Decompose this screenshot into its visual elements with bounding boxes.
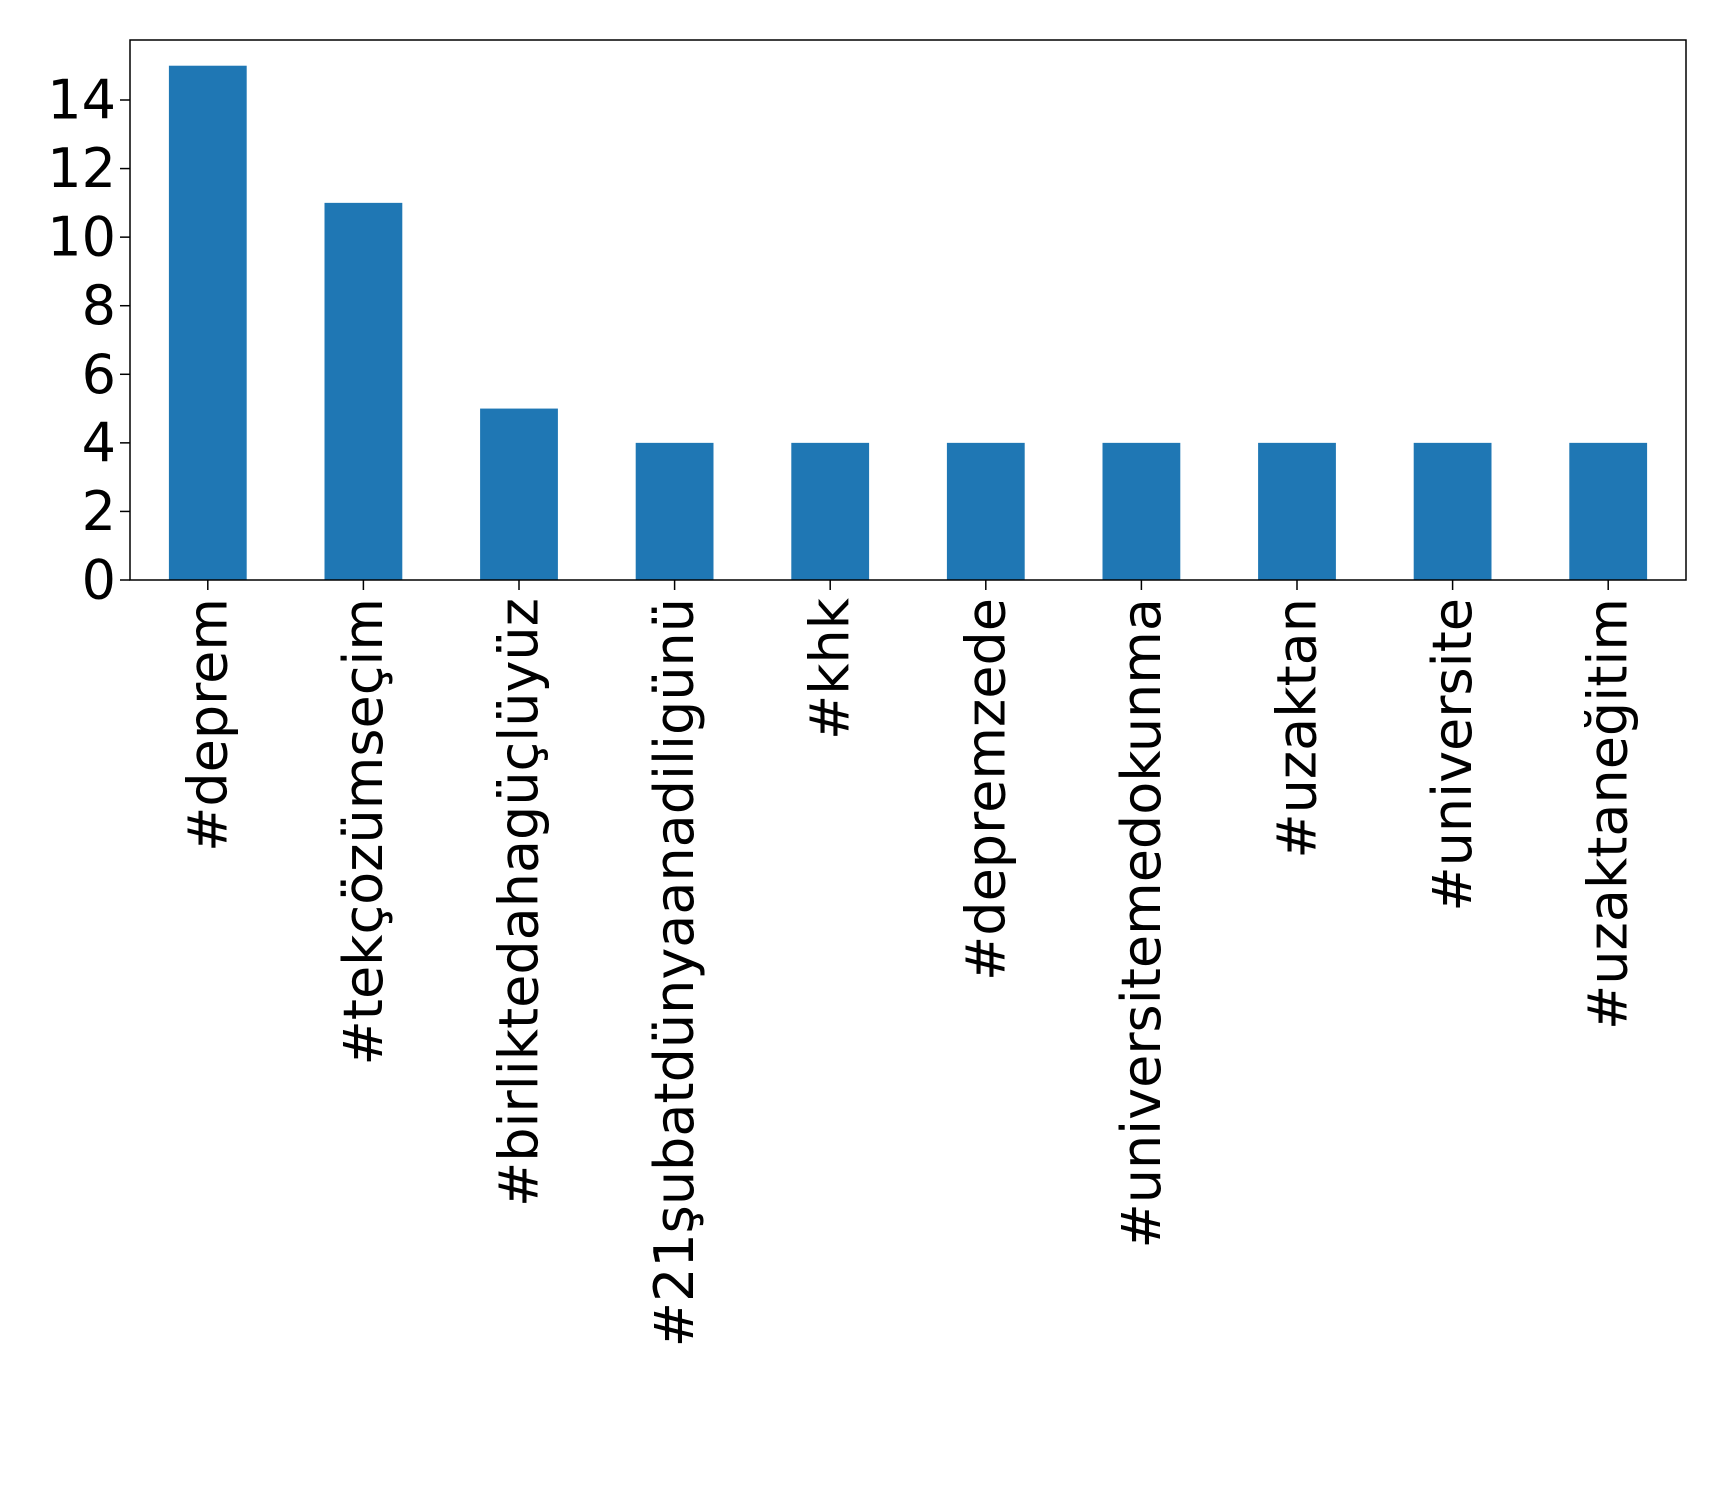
x-category-label: #uzaktan [1266, 598, 1329, 859]
bar-5 [791, 442, 870, 580]
y-tick-label: 14 [47, 69, 116, 132]
y-tick-label: 10 [47, 206, 116, 269]
y-tick-label: 2 [82, 480, 116, 543]
bar-2 [324, 202, 403, 580]
x-category-label: #depremzede [954, 598, 1017, 981]
x-category-label: #tekçözümseçim [332, 598, 395, 1065]
y-tick-label: 4 [82, 411, 116, 474]
x-category-label: #deprem [176, 598, 239, 852]
bar-4 [635, 442, 714, 580]
bar-3 [480, 408, 558, 580]
x-category-label: #universitemedokunma [1110, 598, 1173, 1249]
x-category-label: #21şubatdünyaanadiligünü [643, 598, 706, 1347]
x-category-label: #birliktedahagüçlüyüz [488, 598, 551, 1207]
bar-9 [1413, 442, 1492, 580]
bar-6 [946, 442, 1025, 580]
bars-group [168, 65, 1648, 580]
y-tick-label: 6 [82, 343, 116, 406]
bar-10 [1569, 442, 1648, 580]
bar-7 [1102, 442, 1181, 580]
y-tick-label: 8 [82, 274, 116, 337]
bar-8 [1258, 442, 1336, 580]
bar-1 [168, 65, 247, 580]
y-tick-label: 12 [47, 137, 116, 200]
x-category-label: #universite [1421, 598, 1484, 912]
y-tick-label: 0 [82, 549, 116, 612]
plot-frame [129, 39, 1687, 581]
x-category-label: #uzaktaneğitim [1577, 598, 1640, 1030]
x-category-label: #khk [799, 597, 862, 740]
x-axis: #deprem #tekçözümseçim #birliktedahagüçlüy… [176, 580, 1640, 1347]
